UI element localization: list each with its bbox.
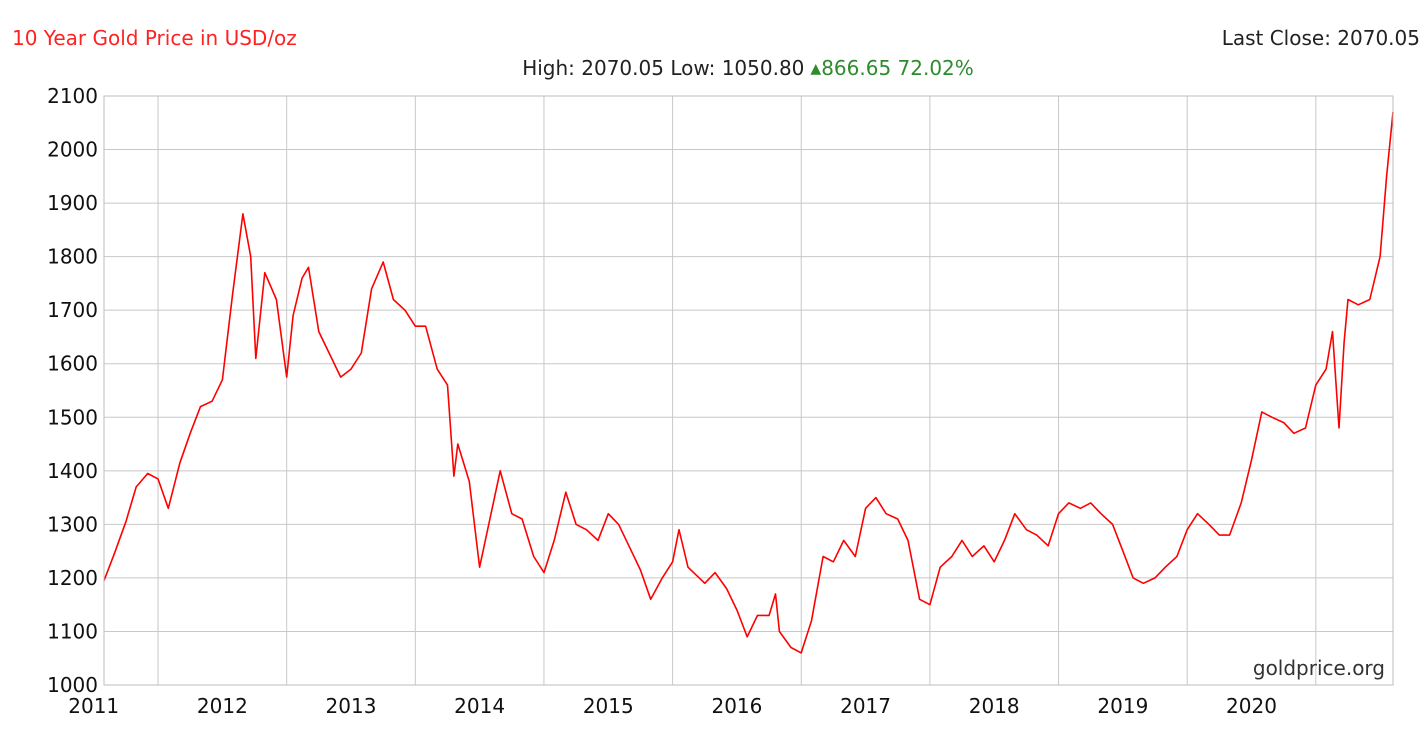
y-axis-ticks: 1000 1100 1200 1300 1400 1500 1600 1700 1800 1900… [47, 84, 98, 697]
x-tick-label: 2016 [711, 694, 762, 718]
y-tick-label: 1900 [47, 191, 98, 215]
y-tick-label: 1400 [47, 459, 98, 483]
y-tick-label: 1100 [47, 619, 98, 643]
x-tick-label: 2011 [68, 694, 119, 718]
up-arrow-icon: ▲ [810, 61, 822, 77]
x-tick-label: 2019 [1097, 694, 1148, 718]
y-tick-label: 1600 [47, 352, 98, 376]
y-tick-label: 1200 [47, 566, 98, 590]
last-close-label: Last Close: 2070.05 [1221, 26, 1420, 50]
y-tick-label: 2100 [47, 84, 98, 108]
y-tick-label: 1700 [47, 298, 98, 322]
change-label: 866.65 72.02% [821, 56, 974, 80]
chart-title: 10 Year Gold Price in USD/oz [12, 26, 297, 50]
x-tick-label: 2015 [583, 694, 634, 718]
high-low-label: High: 2070.05 Low: 1050.80 [522, 56, 805, 80]
y-tick-label: 1000 [47, 673, 98, 697]
x-tick-label: 2017 [840, 694, 891, 718]
x-tick-label: 2018 [969, 694, 1020, 718]
y-tick-label: 1300 [47, 512, 98, 536]
x-tick-label: 2014 [454, 694, 505, 718]
x-axis-ticks: 2011 2012 2013 2014 2015 2016 2017 2018 2019 2020 [68, 694, 1277, 718]
watermark-label: goldprice.org [1253, 656, 1385, 680]
chart-grid [104, 95, 1393, 686]
plot-frame [103, 95, 1394, 686]
y-tick-label: 2000 [47, 138, 98, 162]
y-tick-label: 1800 [47, 245, 98, 269]
y-tick-label: 1500 [47, 405, 98, 429]
x-tick-label: 2012 [197, 694, 248, 718]
x-tick-label: 2020 [1226, 694, 1277, 718]
price-stats: High: 2070.05 Low: 1050.80 ▲866.65 72.02% [0, 56, 1428, 80]
gold-price-line [103, 112, 1394, 654]
chart-series [103, 112, 1394, 654]
x-tick-label: 2013 [326, 694, 377, 718]
